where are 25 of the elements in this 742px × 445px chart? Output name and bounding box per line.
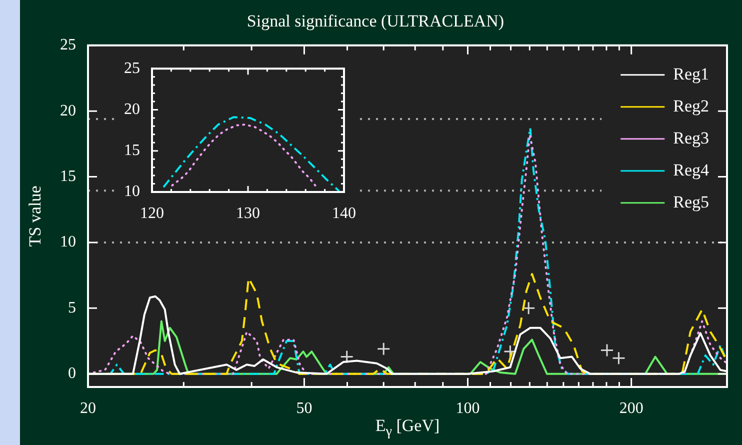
x-tick-label: 140 (332, 204, 356, 222)
legend-label: Reg1 (673, 64, 710, 84)
legend-label: Reg2 (673, 96, 710, 116)
x-tick-label: 100 (456, 400, 480, 417)
chart-title: Signal significance (ULTRACLEAN) (246, 12, 504, 31)
y-tick-label: 25 (124, 60, 140, 77)
y-tick-label: 5 (68, 299, 76, 316)
y-tick-label: 10 (60, 234, 76, 251)
x-tick-label: 200 (619, 400, 644, 417)
x-tick-label: 130 (236, 204, 260, 222)
x-tick-label: 20 (80, 400, 96, 417)
legend-label: Reg5 (673, 192, 710, 212)
x-axis-title: E$_{γ}$ [GeV] (374, 416, 441, 440)
legend-label: Reg3 (673, 128, 710, 148)
x-tick-label: 120 (140, 204, 164, 222)
y-tick-label: 25 (60, 36, 76, 54)
y-tick-label: 20 (60, 102, 76, 120)
y-axis-title: TS value (26, 186, 45, 247)
x-tick-label: 50 (296, 400, 312, 417)
y-tick-label: 15 (60, 168, 76, 185)
y-tick-label: 15 (124, 142, 140, 160)
legend-label: Reg4 (673, 160, 710, 180)
y-tick-label: 20 (124, 100, 140, 118)
y-tick-label: 0 (68, 365, 76, 382)
y-tick-label: 10 (124, 183, 140, 200)
